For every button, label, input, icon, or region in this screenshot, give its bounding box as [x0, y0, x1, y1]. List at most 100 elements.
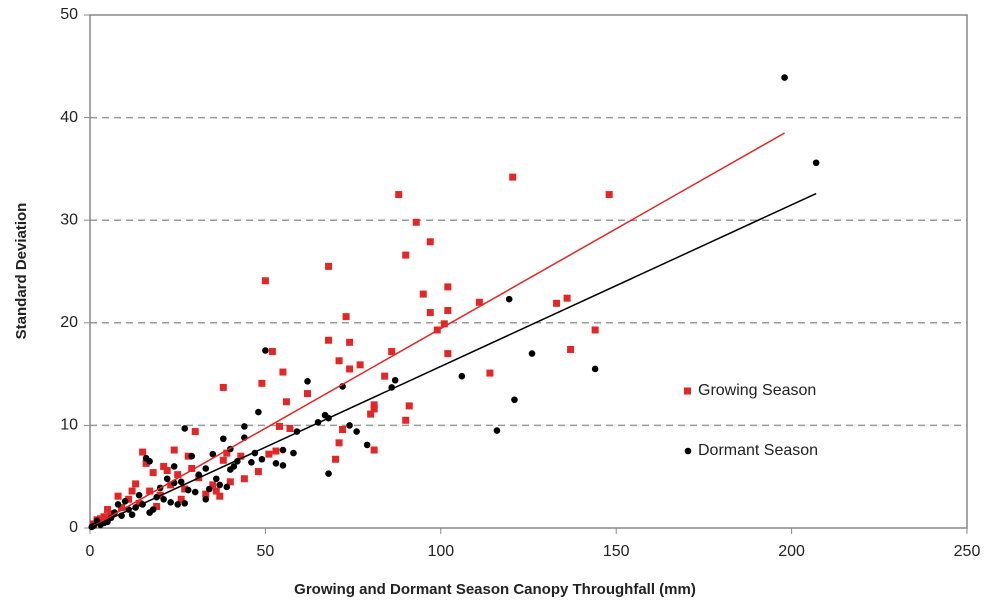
point [125, 495, 133, 503]
point [563, 294, 571, 302]
point [135, 491, 143, 499]
x-axis-title: Growing and Dormant Season Canopy Throug… [294, 581, 696, 598]
point [191, 488, 199, 496]
point [181, 500, 189, 507]
point [342, 313, 350, 321]
point [405, 402, 413, 410]
point [248, 459, 255, 466]
x-tick-label: 200 [778, 543, 805, 560]
point [132, 480, 140, 488]
point [444, 350, 452, 358]
point [444, 283, 452, 291]
point [216, 492, 224, 500]
point [202, 490, 210, 498]
point [261, 277, 269, 285]
point [149, 506, 157, 513]
point [118, 503, 126, 511]
point [335, 357, 343, 365]
point [254, 468, 262, 476]
point [388, 348, 396, 356]
point [153, 502, 161, 510]
point [237, 452, 245, 460]
point [505, 295, 513, 303]
point [202, 495, 210, 503]
point [170, 446, 178, 454]
point [332, 455, 340, 463]
point [220, 435, 227, 443]
point [181, 425, 189, 432]
point [286, 424, 294, 432]
x-tick-label: 0 [86, 543, 95, 560]
plot-frame [89, 14, 968, 529]
point [395, 191, 403, 199]
x-tick-label: 100 [427, 543, 454, 560]
point [486, 369, 494, 377]
point [402, 251, 410, 259]
point [104, 506, 112, 514]
point [142, 459, 150, 467]
point [335, 439, 343, 447]
point [174, 471, 182, 479]
x-tick-label: 250 [954, 543, 981, 560]
point [216, 481, 224, 489]
point [370, 401, 378, 409]
point [188, 452, 196, 460]
point [114, 501, 122, 508]
point [167, 481, 175, 489]
point [163, 467, 171, 475]
point [258, 379, 266, 387]
point [412, 218, 420, 226]
point [97, 515, 105, 523]
point [391, 376, 399, 384]
point [356, 361, 364, 369]
point [241, 423, 248, 430]
point [528, 350, 536, 357]
point [325, 470, 332, 477]
point [240, 475, 248, 483]
point [346, 338, 354, 346]
point [290, 449, 297, 457]
point [509, 173, 517, 181]
point [275, 422, 283, 430]
point [553, 299, 561, 307]
point [272, 447, 280, 455]
point [367, 410, 375, 418]
point [146, 458, 153, 465]
point [419, 290, 427, 298]
point [135, 499, 143, 507]
point [146, 487, 154, 495]
point [195, 471, 203, 478]
y-tick-label: 40 [60, 109, 78, 126]
point [458, 372, 466, 380]
point [605, 191, 613, 199]
point [346, 422, 353, 429]
point [591, 326, 599, 334]
point [325, 262, 333, 270]
legend-marker [684, 447, 692, 455]
point [209, 481, 217, 489]
y-tick-label: 10 [60, 417, 78, 434]
point [212, 487, 220, 495]
point [258, 455, 266, 463]
y-tick-label: 0 [69, 519, 78, 536]
point [279, 462, 287, 469]
y-axis-title: Standard Deviation [13, 203, 30, 340]
point [370, 446, 378, 454]
point [121, 498, 129, 505]
point [230, 463, 238, 470]
point [209, 450, 217, 458]
point [184, 486, 192, 494]
point [279, 368, 287, 376]
point [812, 159, 820, 167]
y-tick-label: 20 [60, 314, 78, 331]
x-tick-label: 150 [603, 543, 630, 560]
point [128, 487, 136, 495]
trend-line [89, 192, 817, 529]
point [191, 428, 199, 436]
point [149, 469, 157, 477]
point [591, 365, 599, 373]
point [163, 475, 171, 483]
point [346, 365, 354, 373]
point [205, 485, 213, 493]
